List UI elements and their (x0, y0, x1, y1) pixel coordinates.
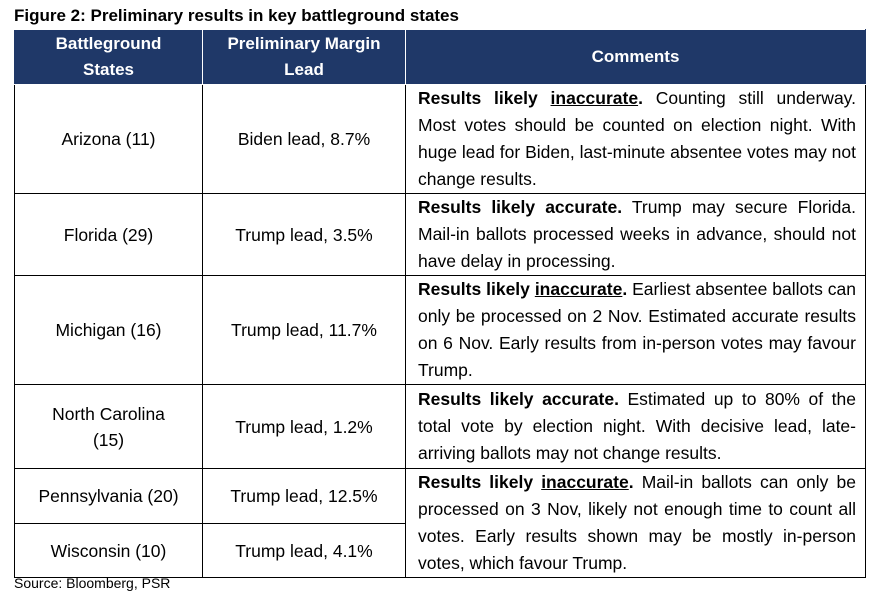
comment-verdict: Results likely accurate. (418, 389, 619, 409)
comment-verdict-punct: . (628, 472, 634, 492)
comment-verdict-key: inaccurate (534, 279, 623, 299)
comment-text: Trump may secure Florida. Mail-in ballot… (418, 197, 857, 271)
table-header-row: Battleground States Preliminary Margin L… (14, 29, 866, 85)
comment-cell: Results likely inaccurate. Counting stil… (405, 84, 866, 194)
comment-cell: Results likely accurate. Trump may secur… (405, 193, 866, 276)
state-cell: Wisconsin (10) (14, 523, 203, 578)
comment-cell: Results likely inaccurate. Earliest abse… (405, 275, 866, 385)
header-battleground-states: Battleground States (14, 29, 203, 85)
table-row: Michigan (16) Trump lead, 11.7% Results … (14, 275, 866, 385)
table-row: Florida (29) Trump lead, 3.5% Results li… (14, 193, 866, 276)
comment-cell: Results likely inaccurate. Mail-in ballo… (405, 468, 866, 578)
figure-title: Figure 2: Preliminary results in key bat… (14, 6, 459, 25)
margin-cell: Biden lead, 8.7% (202, 84, 406, 194)
margin-cell: Trump lead, 12.5% (202, 468, 406, 524)
source-note: Source: Bloomberg, PSR (14, 575, 171, 591)
comment-text: Mail-in ballots can only be processed on… (418, 472, 856, 573)
comment-text: Earliest absentee ballots can only be pr… (418, 279, 856, 380)
comment-verdict: Results likely accurate. (418, 197, 623, 217)
battleground-table: Battleground States Preliminary Margin L… (14, 29, 866, 578)
table-row: North Carolina (15) Trump lead, 1.2% Res… (14, 384, 866, 469)
margin-cell: Trump lead, 3.5% (202, 193, 406, 276)
comment-verdict-punct: . (638, 88, 643, 108)
state-cell: Pennsylvania (20) (14, 468, 203, 524)
header-preliminary-margin: Preliminary Margin Lead (202, 29, 406, 85)
comment-text: Estimated up to 80% of the total vote by… (418, 389, 856, 463)
state-line2: (15) (92, 429, 125, 450)
comment-verdict-key: inaccurate (550, 88, 639, 108)
header-state-line1: Battleground (55, 34, 162, 53)
header-comments: Comments (405, 29, 866, 85)
comment-verdict: Results likely (418, 88, 538, 108)
table-row: Arizona (11) Biden lead, 8.7% Results li… (14, 84, 866, 194)
state-cell: Michigan (16) (14, 275, 203, 385)
comment-text: Counting still underway. Most votes shou… (418, 88, 856, 189)
state-cell: Arizona (11) (14, 84, 203, 194)
comment-verdict-key: inaccurate (541, 472, 629, 492)
comment-verdict-punct: . (622, 279, 628, 299)
state-cell: North Carolina (15) (14, 384, 203, 469)
comment-verdict: Results likely (418, 279, 530, 299)
margin-cell: Trump lead, 1.2% (202, 384, 406, 469)
header-margin-line2: Lead (284, 60, 324, 79)
table-row: Wisconsin (10) Trump lead, 4.1% (14, 523, 866, 578)
header-state-line2: States (82, 60, 135, 79)
margin-cell: Trump lead, 11.7% (202, 275, 406, 385)
table-row: Pennsylvania (20) Trump lead, 12.5% Resu… (14, 468, 866, 578)
header-margin-line1: Preliminary Margin (227, 34, 381, 53)
margin-cell: Trump lead, 4.1% (202, 523, 406, 578)
state-cell: Florida (29) (14, 193, 203, 276)
comment-verdict: Results likely (418, 472, 534, 492)
comment-cell: Results likely accurate. Estimated up to… (405, 384, 866, 469)
state-line1: North Carolina (52, 403, 165, 424)
